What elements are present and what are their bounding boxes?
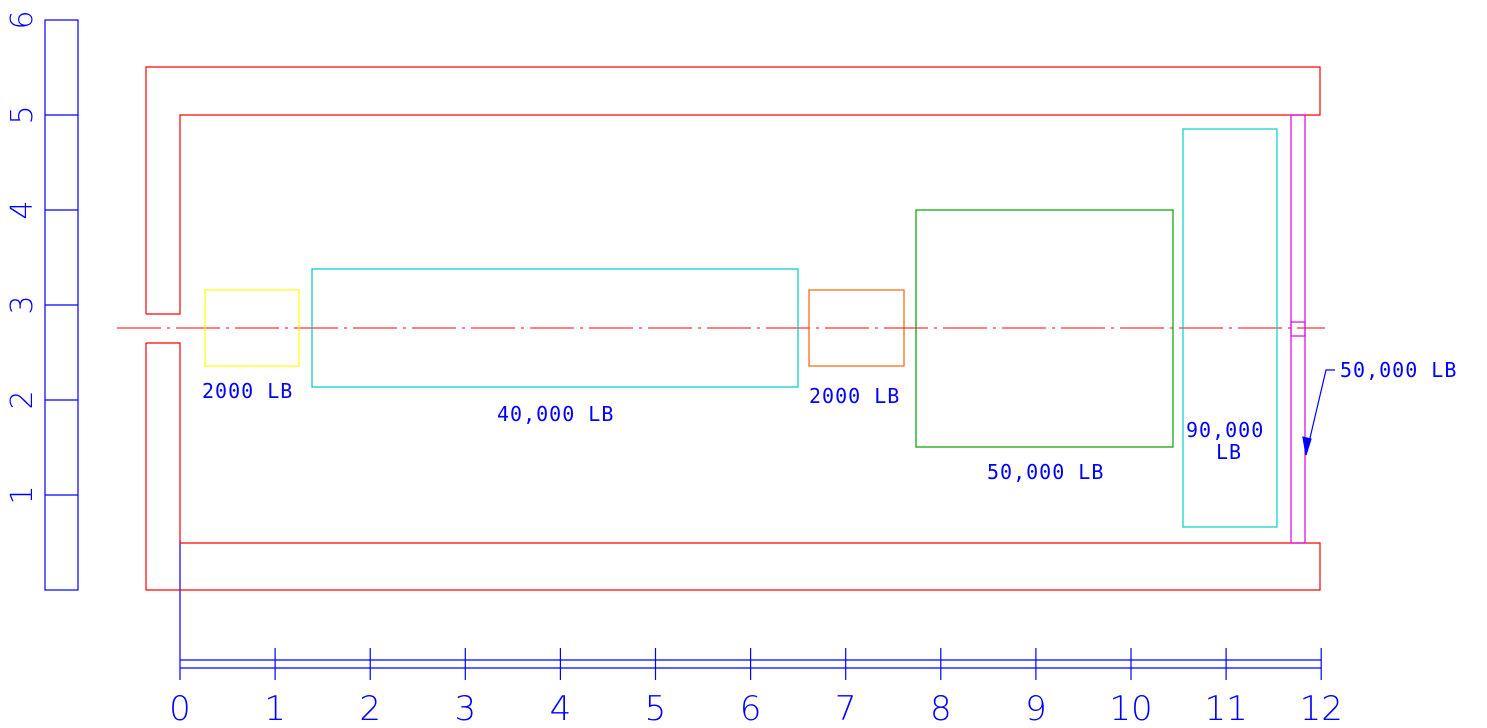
bulkhead-plate xyxy=(1290,114,1306,544)
vertical-tick-label: 3 xyxy=(5,295,40,314)
horizontal-ruler xyxy=(179,540,1322,680)
leader-line xyxy=(1305,369,1335,456)
load-block-50000 xyxy=(915,209,1174,448)
vertical-tick-label: 2 xyxy=(5,390,40,409)
horizontal-tick-label: 9 xyxy=(1025,689,1047,728)
label-bulkhead-50000: 50,000 LB xyxy=(1340,358,1457,382)
horizontal-tick-label: 3 xyxy=(454,689,476,728)
vertical-tick-label: 4 xyxy=(5,200,40,219)
horizontal-tick-label: 4 xyxy=(550,689,572,728)
horizontal-tick-label: 7 xyxy=(835,689,857,728)
bulkhead xyxy=(1290,114,1306,544)
load-block-40000 xyxy=(311,268,799,388)
vertical-tick-label: 5 xyxy=(5,105,40,124)
horizontal-tick-label: 6 xyxy=(740,689,762,728)
bulkhead-center-box xyxy=(1290,321,1306,337)
label-40000: 40,000 LB xyxy=(497,402,614,426)
hull-outline xyxy=(145,66,1321,591)
hull-upper-section xyxy=(145,66,1321,315)
horizontal-tick-label: 10 xyxy=(1109,689,1152,728)
load-block-90000 xyxy=(1182,128,1278,528)
label-50000: 50,000 LB xyxy=(987,460,1104,484)
horizontal-tick-label: 5 xyxy=(645,689,667,728)
vertical-tick-label: 6 xyxy=(5,10,40,29)
horizontal-tick-label: 0 xyxy=(169,689,191,728)
bulkhead-leader xyxy=(1302,369,1335,456)
load-block-2000-right xyxy=(808,289,905,367)
horizontal-tick-label: 8 xyxy=(930,689,952,728)
horizontal-tick-label: 12 xyxy=(1300,689,1343,728)
label-2000-left: 2000 LB xyxy=(202,379,293,403)
horizontal-ruler-ticks xyxy=(274,648,1322,680)
load-block-2000-left xyxy=(204,289,300,367)
label-90000-line1: 90,000 xyxy=(1186,418,1264,442)
horizontal-tick-label: 2 xyxy=(359,689,381,728)
horizontal-tick-label: 11 xyxy=(1204,689,1247,728)
vertical-ruler xyxy=(44,19,79,591)
horizontal-tick-label: 1 xyxy=(264,689,286,728)
horizontal-ruler-labels: 0 1 2 3 4 5 6 7 8 9 10 11 12 xyxy=(169,689,1343,728)
vertical-tick-label: 1 xyxy=(5,485,40,504)
label-90000-line2: LB xyxy=(1216,440,1242,464)
load-labels: 2000 LB 40,000 LB 2000 LB 50,000 LB 90,0… xyxy=(202,358,1457,484)
label-2000-right: 2000 LB xyxy=(809,384,900,408)
leader-arrowhead xyxy=(1302,436,1312,456)
hull-lower-section xyxy=(145,342,1321,591)
vertical-ruler-labels: 1 2 3 4 5 6 xyxy=(5,10,40,504)
